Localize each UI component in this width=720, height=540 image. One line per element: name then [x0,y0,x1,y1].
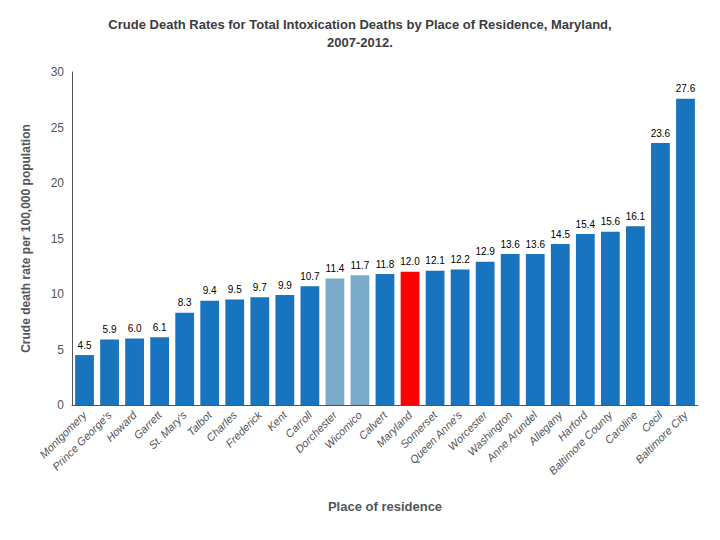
svg-text:9.7: 9.7 [253,282,267,293]
svg-text:Place of residence: Place of residence [328,499,442,514]
svg-text:Worcester: Worcester [445,408,490,453]
svg-text:Allegany: Allegany [526,408,566,448]
svg-text:30: 30 [51,65,65,79]
svg-text:Dorchester: Dorchester [292,408,340,456]
svg-text:Queen Anne's: Queen Anne's [407,408,465,466]
svg-text:15.6: 15.6 [601,216,621,227]
svg-text:Carroll: Carroll [282,408,315,441]
svg-text:13.6: 13.6 [526,239,546,250]
svg-text:6.1: 6.1 [153,322,167,333]
svg-text:Washington: Washington [465,408,515,459]
svg-text:14.5: 14.5 [551,229,571,240]
svg-text:St. Mary's: St. Mary's [146,408,189,451]
svg-text:8.3: 8.3 [178,297,192,308]
svg-text:Anne Arundel: Anne Arundel [484,408,540,464]
svg-text:12.9: 12.9 [475,246,495,257]
svg-text:Somerset: Somerset [397,408,440,451]
svg-text:12.2: 12.2 [450,254,470,265]
svg-text:10: 10 [51,287,65,301]
svg-text:Prince George's: Prince George's [50,408,114,472]
svg-text:10.7: 10.7 [300,271,320,282]
svg-text:25: 25 [51,121,65,135]
svg-text:9.5: 9.5 [228,284,242,295]
svg-text:12.1: 12.1 [425,255,445,266]
svg-text:Cecil: Cecil [638,408,665,435]
svg-text:Howard: Howard [104,408,140,444]
svg-text:5: 5 [57,343,64,357]
svg-text:20: 20 [51,176,65,190]
svg-text:5.9: 5.9 [103,324,117,335]
svg-text:11.4: 11.4 [326,263,345,274]
svg-text:Calvert: Calvert [356,408,390,442]
svg-text:16.1: 16.1 [626,211,646,222]
svg-text:Garrett: Garrett [131,408,164,442]
svg-text:0: 0 [57,398,64,412]
svg-text:4.5: 4.5 [78,340,92,351]
svg-text:Crude death rate per 100,000 p: Crude death rate per 100,000 population [19,124,33,353]
svg-text:2007-2012.: 2007-2012. [327,35,393,50]
svg-text:9.4: 9.4 [203,285,217,296]
svg-text:Harford: Harford [555,408,590,444]
svg-text:Caroline: Caroline [602,409,639,446]
svg-text:Kent: Kent [264,408,290,434]
svg-text:15: 15 [51,232,65,246]
svg-text:15.4: 15.4 [576,219,596,230]
svg-text:27.6: 27.6 [676,83,696,94]
svg-text:Frederick: Frederick [223,408,264,449]
svg-text:Wicomico: Wicomico [322,409,364,451]
svg-text:9.9: 9.9 [278,280,292,291]
svg-text:12.0: 12.0 [400,256,420,267]
svg-text:Talbot: Talbot [184,408,214,439]
svg-text:Montgomery: Montgomery [37,408,89,461]
svg-text:Baltimore City: Baltimore City [633,408,691,466]
svg-text:6.0: 6.0 [128,323,142,334]
svg-text:Maryland: Maryland [373,408,415,450]
svg-text:13.6: 13.6 [500,239,520,250]
svg-text:Charles: Charles [203,408,239,444]
svg-text:11.7: 11.7 [351,260,370,271]
svg-text:Crude Death Rates for Total In: Crude Death Rates for Total Intoxication… [108,17,611,32]
svg-text:23.6: 23.6 [651,128,671,139]
svg-text:Baltimore County: Baltimore County [547,408,616,477]
svg-text:11.8: 11.8 [376,259,395,270]
